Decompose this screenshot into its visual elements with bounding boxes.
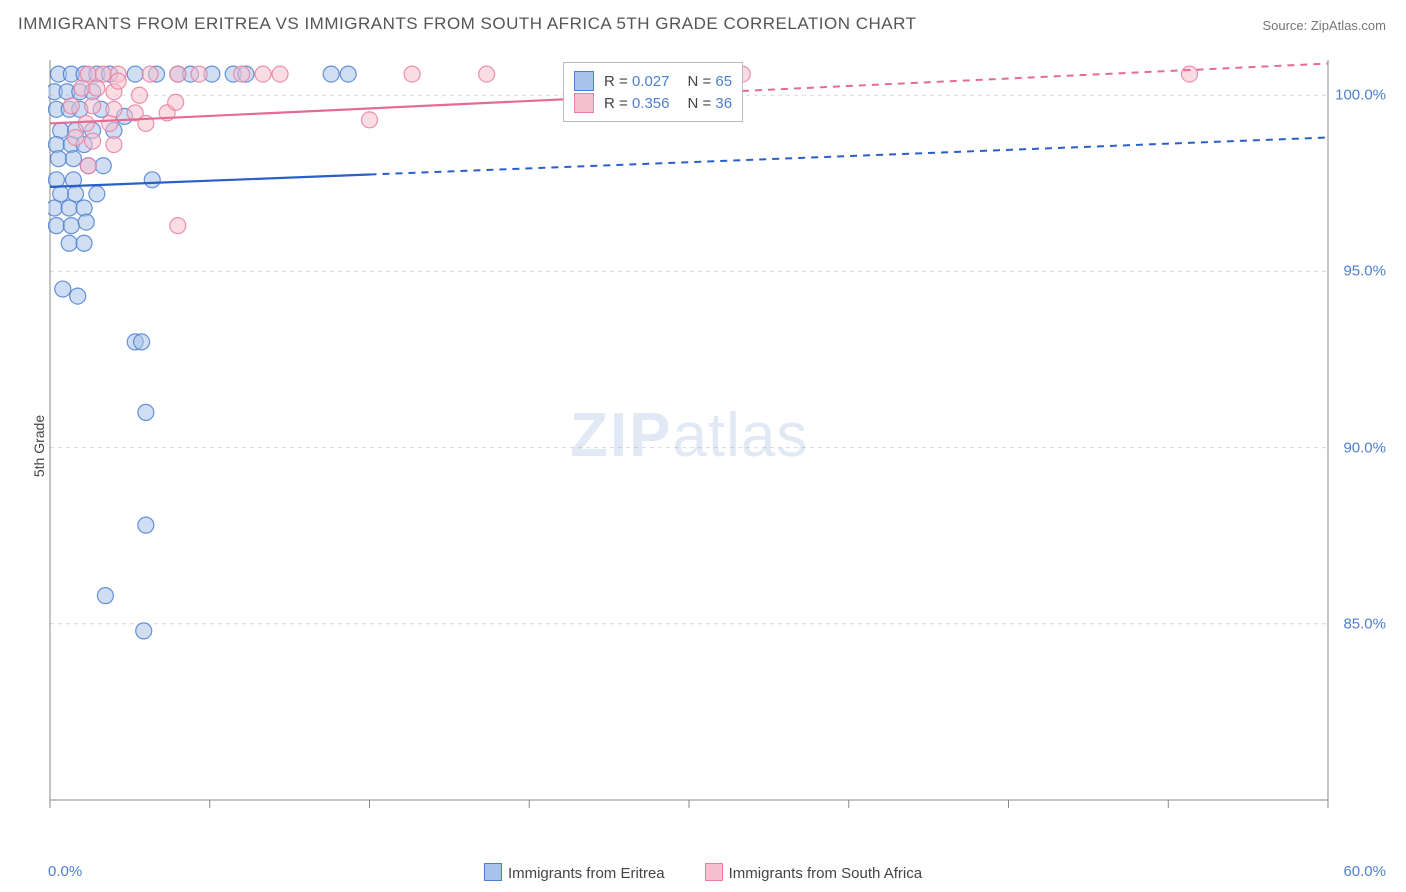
source-label: Source: ZipAtlas.com <box>1262 18 1386 33</box>
correlation-row: R = 0.027N = 65 <box>574 71 732 91</box>
correlation-swatch <box>574 93 594 113</box>
y-tick-label: 90.0% <box>1343 439 1386 456</box>
legend-label: Immigrants from South Africa <box>729 865 922 882</box>
y-tick-label: 100.0% <box>1335 87 1386 104</box>
source-link[interactable]: ZipAtlas.com <box>1311 18 1386 33</box>
y-tick-label: 95.0% <box>1343 263 1386 280</box>
chart-area <box>48 50 1388 830</box>
legend-item: Immigrants from South Africa <box>705 863 922 882</box>
correlation-text: R = 0.027N = 65 <box>604 73 732 90</box>
source-prefix: Source: <box>1262 18 1310 33</box>
correlation-box: R = 0.027N = 65 R = 0.356N = 36 <box>563 62 743 122</box>
chart-title: IMMIGRANTS FROM ERITREA VS IMMIGRANTS FR… <box>18 14 917 34</box>
series-legend: Immigrants from Eritrea Immigrants from S… <box>0 863 1406 882</box>
correlation-row: R = 0.356N = 36 <box>574 93 732 113</box>
legend-item: Immigrants from Eritrea <box>484 863 665 882</box>
legend-swatch <box>705 863 723 881</box>
y-axis-label: 5th Grade <box>31 415 47 477</box>
scatter-chart <box>48 50 1388 830</box>
legend-label: Immigrants from Eritrea <box>508 865 665 882</box>
legend-swatch <box>484 863 502 881</box>
y-tick-label: 85.0% <box>1343 615 1386 632</box>
correlation-text: R = 0.356N = 36 <box>604 95 732 112</box>
correlation-swatch <box>574 71 594 91</box>
